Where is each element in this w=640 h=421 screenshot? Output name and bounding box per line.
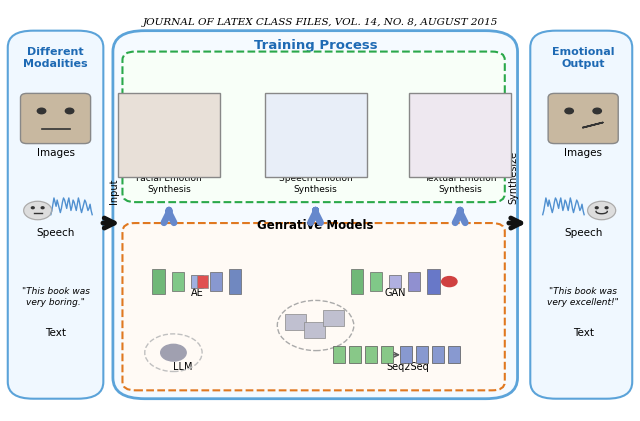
Text: Input: Input bbox=[109, 179, 118, 204]
FancyBboxPatch shape bbox=[122, 223, 505, 390]
Text: AE: AE bbox=[191, 288, 204, 298]
FancyBboxPatch shape bbox=[323, 309, 344, 325]
FancyBboxPatch shape bbox=[152, 269, 165, 294]
FancyBboxPatch shape bbox=[172, 272, 184, 291]
Circle shape bbox=[41, 207, 44, 209]
FancyBboxPatch shape bbox=[191, 275, 203, 288]
Circle shape bbox=[24, 201, 52, 220]
Circle shape bbox=[65, 108, 74, 114]
Circle shape bbox=[161, 344, 186, 361]
Text: Emotional
Output: Emotional Output bbox=[552, 47, 614, 69]
Circle shape bbox=[605, 207, 608, 209]
Circle shape bbox=[565, 108, 573, 114]
Text: Speech Emotion
Synthesis: Speech Emotion Synthesis bbox=[278, 174, 353, 194]
Text: Seq2Seq: Seq2Seq bbox=[387, 362, 429, 372]
FancyBboxPatch shape bbox=[285, 314, 306, 330]
Text: Text: Text bbox=[573, 328, 594, 338]
FancyBboxPatch shape bbox=[432, 346, 444, 363]
FancyBboxPatch shape bbox=[118, 93, 220, 177]
FancyBboxPatch shape bbox=[531, 31, 632, 399]
FancyBboxPatch shape bbox=[365, 346, 377, 363]
FancyBboxPatch shape bbox=[400, 346, 412, 363]
FancyBboxPatch shape bbox=[389, 275, 401, 288]
FancyBboxPatch shape bbox=[351, 269, 363, 294]
FancyBboxPatch shape bbox=[448, 346, 460, 363]
Text: Speech: Speech bbox=[564, 228, 602, 237]
FancyBboxPatch shape bbox=[210, 272, 222, 291]
Text: JOURNAL OF LATEX CLASS FILES, VOL. 14, NO. 8, AUGUST 2015: JOURNAL OF LATEX CLASS FILES, VOL. 14, N… bbox=[142, 18, 498, 27]
Text: Facial Emotion
Synthesis: Facial Emotion Synthesis bbox=[136, 174, 202, 194]
Text: "This book was
very boring.": "This book was very boring." bbox=[22, 287, 90, 306]
FancyBboxPatch shape bbox=[122, 52, 505, 202]
Text: Speech: Speech bbox=[36, 228, 75, 237]
Circle shape bbox=[37, 108, 45, 114]
FancyBboxPatch shape bbox=[548, 93, 618, 144]
FancyBboxPatch shape bbox=[408, 272, 420, 291]
Text: GAN: GAN bbox=[385, 288, 406, 298]
FancyBboxPatch shape bbox=[416, 346, 428, 363]
FancyBboxPatch shape bbox=[264, 93, 367, 177]
Text: Text: Text bbox=[45, 328, 66, 338]
FancyBboxPatch shape bbox=[333, 346, 345, 363]
Circle shape bbox=[593, 108, 602, 114]
FancyBboxPatch shape bbox=[409, 93, 511, 177]
Circle shape bbox=[31, 207, 34, 209]
FancyBboxPatch shape bbox=[8, 31, 103, 399]
Text: "This book was
very excellent!": "This book was very excellent!" bbox=[547, 287, 619, 306]
FancyBboxPatch shape bbox=[370, 272, 382, 291]
Text: Training Process: Training Process bbox=[253, 39, 378, 52]
Text: Different
Modalities: Different Modalities bbox=[23, 47, 88, 69]
FancyBboxPatch shape bbox=[304, 322, 325, 338]
FancyBboxPatch shape bbox=[20, 93, 91, 144]
Text: LLM: LLM bbox=[173, 362, 193, 372]
FancyBboxPatch shape bbox=[229, 269, 241, 294]
Circle shape bbox=[442, 277, 457, 287]
FancyBboxPatch shape bbox=[197, 275, 209, 288]
FancyBboxPatch shape bbox=[381, 346, 393, 363]
FancyBboxPatch shape bbox=[113, 31, 518, 399]
Text: Genrative Models: Genrative Models bbox=[257, 219, 374, 232]
Text: Synthesize: Synthesize bbox=[509, 151, 518, 204]
FancyBboxPatch shape bbox=[349, 346, 361, 363]
Text: Textual Emotion
Synthesis: Textual Emotion Synthesis bbox=[424, 174, 497, 194]
Text: DM: DM bbox=[307, 329, 324, 339]
Text: Images: Images bbox=[36, 148, 74, 158]
Circle shape bbox=[588, 201, 616, 220]
Text: Images: Images bbox=[564, 148, 602, 158]
FancyBboxPatch shape bbox=[427, 269, 440, 294]
Circle shape bbox=[595, 207, 598, 209]
